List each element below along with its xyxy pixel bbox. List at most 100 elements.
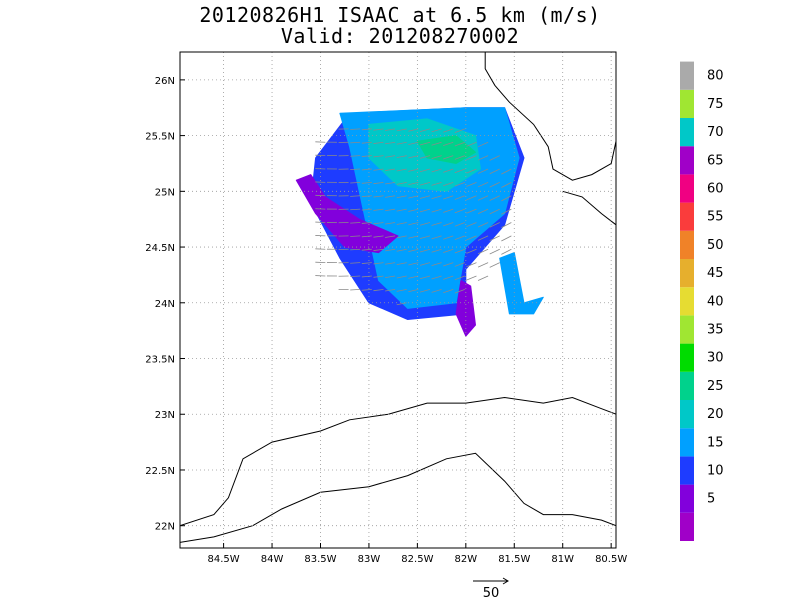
wind-vector [419, 155, 431, 159]
coastline [562, 190, 616, 226]
y-tick-label: 22N [155, 522, 175, 533]
wind-vector [385, 182, 396, 185]
wind-vector [350, 262, 361, 264]
wind-vector [385, 289, 396, 292]
colorbar-label: 40 [707, 294, 724, 309]
wind-vector [443, 168, 454, 173]
wind-vector [477, 248, 489, 255]
wind-vector [466, 275, 477, 281]
wind-vector [385, 235, 396, 238]
wind-vector [431, 168, 442, 173]
colorbar-swatch [680, 174, 694, 203]
wind-vector [501, 168, 512, 175]
colorbar-swatch [680, 118, 694, 147]
wind-vector [443, 275, 454, 280]
wind-vector [419, 208, 431, 213]
wind-vector [477, 182, 489, 188]
wind-vector [396, 182, 407, 185]
wind-vector [419, 275, 431, 280]
colorbar-label: 55 [707, 210, 724, 225]
wind-vector [431, 195, 442, 200]
colorbar-label: 5 [707, 492, 715, 507]
wind-vector [454, 248, 465, 254]
wind-vector [419, 222, 431, 226]
wind-vector [466, 155, 477, 161]
wind-vector [466, 195, 477, 201]
colorbar-label: 30 [707, 351, 724, 366]
wind-vector [408, 141, 419, 145]
wind-vector [466, 208, 477, 214]
wind-vector [361, 289, 372, 291]
wind-vector [350, 168, 361, 171]
wind-vector [466, 222, 477, 227]
wind-vector [501, 222, 512, 229]
wind-vector [454, 222, 465, 227]
colorbar-label: 20 [707, 407, 724, 422]
wind-vector [431, 235, 442, 240]
wind-vector [489, 195, 500, 201]
wind-vector [385, 275, 396, 279]
wind-vector [489, 208, 500, 215]
wind-vector [385, 262, 396, 265]
colorbar-swatch [680, 512, 694, 541]
wind-vector [454, 195, 465, 200]
wind-vector [396, 222, 407, 225]
wind-vector [396, 155, 407, 159]
colorbar-swatch [680, 343, 694, 372]
x-tick-label: 80.5W [595, 554, 627, 565]
wind-vector [489, 182, 500, 188]
wind-vector [361, 128, 372, 131]
wind-vector [477, 141, 489, 148]
colorbar-swatch [680, 259, 694, 288]
wind-vector [385, 208, 396, 212]
wind-vector [477, 275, 489, 281]
y-tick-label: 23N [155, 410, 175, 421]
wind-vector [431, 128, 442, 133]
wind-vector [419, 182, 431, 186]
wind-vector [373, 248, 384, 251]
wind-vector [443, 208, 454, 213]
wind-vector [361, 182, 372, 184]
wind-vector [431, 208, 442, 213]
wind-vector [373, 208, 384, 211]
colorbar-label: 35 [707, 323, 724, 338]
x-tick-label: 81.5W [498, 554, 530, 565]
colorbar-label: 15 [707, 435, 724, 450]
wind-vector [501, 208, 512, 215]
colorbar-label: 10 [707, 464, 724, 479]
wind-vector [454, 235, 465, 241]
colorbar-label: 25 [707, 379, 724, 394]
wind-vector [373, 155, 384, 158]
wind-vector [431, 182, 442, 186]
wind-vector [373, 275, 384, 278]
wind-vector [396, 248, 407, 252]
wind-vector [408, 275, 419, 279]
y-tick-label: 22.5N [145, 466, 175, 477]
wind-vector [396, 262, 407, 266]
wind-vector [477, 195, 489, 201]
y-tick-label: 24N [155, 299, 175, 310]
wind-vector [477, 235, 489, 241]
wind-vector [466, 182, 477, 187]
colorbar-swatch [680, 89, 694, 118]
wind-vector [361, 141, 372, 144]
wind-vector [396, 128, 407, 132]
colorbar-swatch [680, 230, 694, 259]
wind-vector [489, 155, 500, 161]
coastline [484, 52, 616, 181]
colorbar-label: 75 [707, 97, 724, 112]
wind-vector [396, 289, 407, 292]
wind-vector [350, 208, 361, 211]
wind-vector [419, 195, 431, 199]
wind-vector [454, 289, 465, 294]
y-tick-label: 25.5N [145, 132, 175, 143]
wind-vector [489, 262, 500, 268]
wind-vector [361, 195, 372, 198]
colorbar-swatch [680, 428, 694, 457]
wind-vector [408, 168, 419, 172]
plot-frame [179, 51, 617, 549]
wind-vector [350, 182, 361, 184]
wind-vector [489, 248, 500, 255]
wind-vector [373, 182, 384, 185]
